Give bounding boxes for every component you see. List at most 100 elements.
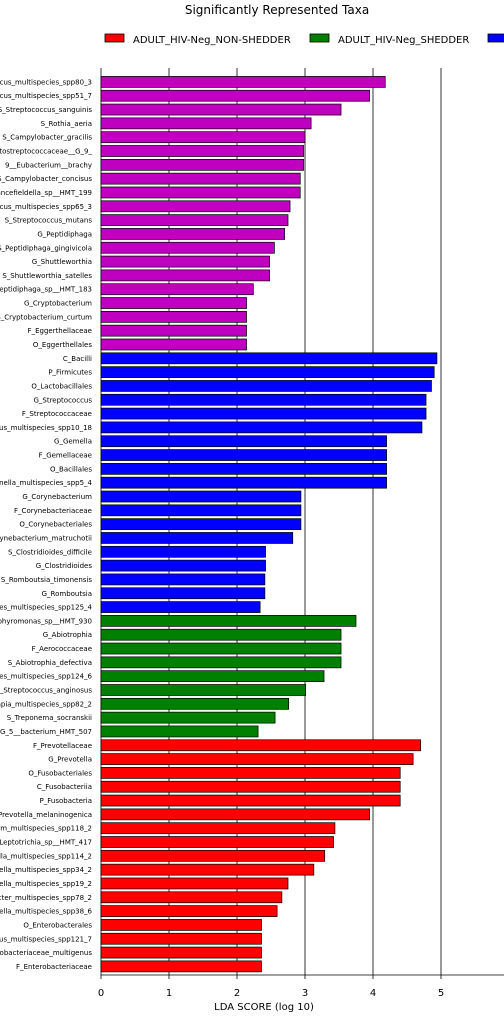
bar	[100, 919, 262, 931]
legend-swatch	[487, 33, 504, 43]
bar	[100, 615, 357, 627]
y-tick-label: S_Treponema_socranskii	[7, 714, 92, 722]
bar	[100, 89, 370, 102]
bar	[100, 158, 304, 171]
bar	[100, 697, 290, 710]
bar	[100, 545, 266, 558]
bar	[100, 366, 435, 378]
y-tick-labels: cus_multispecies_spp80_3 ccus_multispecie…	[0, 78, 93, 970]
y-tick-label: G_5__bacterium_HMT_507	[0, 728, 92, 736]
y-tick-label: tostreptococcaceae__G_9_	[0, 148, 92, 156]
bar	[100, 849, 326, 862]
y-tick-label: S_Clostridioides_difficile	[8, 548, 92, 556]
bar	[100, 532, 294, 544]
x-tick-label: 2	[234, 988, 240, 999]
bar	[100, 753, 414, 765]
y-tick-label: G_Corynebacterium	[22, 493, 92, 501]
chart-title: Significantly Represented Taxa	[185, 3, 369, 17]
y-tick-label: obacteriaceae_multigenus	[0, 949, 92, 957]
y-tick-label: F_Enterobacteriaceae	[16, 963, 92, 971]
bar	[100, 172, 301, 185]
bar	[100, 324, 247, 337]
x-axis: 0 1 2 3 4 5	[98, 974, 504, 999]
x-axis-label: LDA SCORE (log 10)	[214, 1002, 314, 1013]
bar	[100, 241, 275, 254]
legend-label: ADULT_HIV-Neg_NON-SHEDDER	[133, 35, 291, 46]
x-tick-label: 4	[370, 988, 376, 999]
bar	[100, 573, 266, 586]
bar	[100, 794, 401, 807]
y-tick-label: F_Gemellaceae	[39, 452, 92, 460]
x-tick-label: 1	[166, 988, 172, 999]
bar	[100, 200, 291, 213]
bar	[100, 628, 342, 641]
y-tick-label: ella_multispecies_spp19_2	[0, 880, 92, 888]
bar	[100, 504, 302, 517]
y-tick-label: G_Streptococcus	[33, 396, 92, 404]
bar	[100, 836, 334, 848]
y-tick-label: O_Fusobacteriales	[28, 769, 92, 777]
bar	[100, 808, 370, 821]
y-tick-label: cter_multispecies_spp78_2	[0, 894, 92, 902]
legend-swatch	[309, 33, 330, 43]
y-tick-label: lla_multispecies_spp114_2	[0, 852, 92, 860]
y-tick-label: G_Peptidiphaga	[37, 230, 92, 238]
bar	[100, 435, 387, 448]
y-tick-label: ella_multispecies_spp34_2	[0, 866, 92, 874]
y-tick-label: F_Aerococcaceae	[32, 645, 92, 653]
y-tick-label: S_Campylobacter_concisus	[0, 175, 92, 183]
bar	[100, 518, 302, 531]
bar	[100, 739, 421, 752]
bar	[100, 228, 285, 240]
bar	[100, 338, 247, 351]
bar	[100, 946, 262, 959]
y-tick-label: ella_multispecies_spp38_6	[0, 908, 93, 916]
bar	[100, 76, 386, 88]
y-tick-label: F_Eggerthellaceae	[28, 327, 92, 335]
bar	[100, 255, 270, 268]
y-tick-label: Leptotrichia_sp__HMT_417	[0, 839, 92, 847]
y-tick-label: O_Enterobacterales	[23, 921, 92, 929]
y-tick-label: G_Clostridioides	[36, 562, 93, 570]
bar	[100, 905, 278, 917]
y-tick-label: S_Rothia_aeria	[41, 120, 92, 128]
y-tick-label: S_Streptococcus_sanguinis	[0, 106, 92, 114]
y-tick-label: F_Corynebacteriaceae	[14, 507, 92, 515]
bar	[100, 932, 262, 945]
y-tick-label: G_Shuttleworthia	[32, 258, 92, 266]
bar	[100, 490, 302, 503]
bar	[100, 891, 283, 904]
y-tick-label: P_Fusobacteria	[40, 797, 92, 805]
y-tick-label: G_Prevotella	[48, 756, 92, 764]
bar	[100, 283, 254, 296]
bar	[100, 711, 276, 724]
y-tick-label: S_Cryptobacterium_curtum	[0, 313, 92, 321]
y-tick-label: 9__Eubacterium__brachy	[5, 161, 92, 169]
legend-swatch	[104, 33, 125, 43]
y-tick-label: S_Abiotrophia_defectiva	[8, 659, 92, 667]
bar	[100, 297, 247, 309]
y-tick-label: C_Fusobacteriia	[37, 783, 92, 791]
y-tick-label: O_Lactobacillales	[31, 382, 92, 390]
bar	[100, 214, 289, 226]
x-tick-label: 0	[98, 988, 104, 999]
y-tick-label: S_Romboutsia_timonensis	[1, 576, 92, 584]
y-tick-label: eptidiphaga_sp__HMT_183	[0, 286, 92, 294]
bar	[100, 103, 342, 116]
y-tick-label: F_Streptococcaceae	[22, 410, 92, 418]
y-tick-label: G_Gemella	[54, 438, 92, 446]
y-tick-label: S_Shuttleworthia_satelles	[2, 272, 92, 280]
y-tick-label: ancefieldella_sp__HMT_199	[0, 189, 92, 197]
y-tick-label: P_Firmicutes	[48, 369, 92, 377]
bar	[100, 269, 270, 282]
bar	[100, 960, 262, 973]
legend: ADULT_HIV-Neg_NON-SHEDDER ADULT_HIV-Neg_S…	[104, 33, 504, 46]
y-tick-label: phyromonas_sp__HMT_930	[0, 617, 92, 625]
bar	[100, 587, 266, 600]
bar	[100, 407, 427, 420]
y-tick-label: nella_multispecies_spp5_4	[0, 479, 93, 487]
y-tick-label: S_Campylobacter_gracilis	[2, 134, 92, 142]
y-tick-label: orynebacterium_matruchotii	[0, 534, 92, 542]
y-tick-label: apia_multispecies_spp82_2	[0, 700, 92, 708]
bar	[100, 131, 306, 144]
